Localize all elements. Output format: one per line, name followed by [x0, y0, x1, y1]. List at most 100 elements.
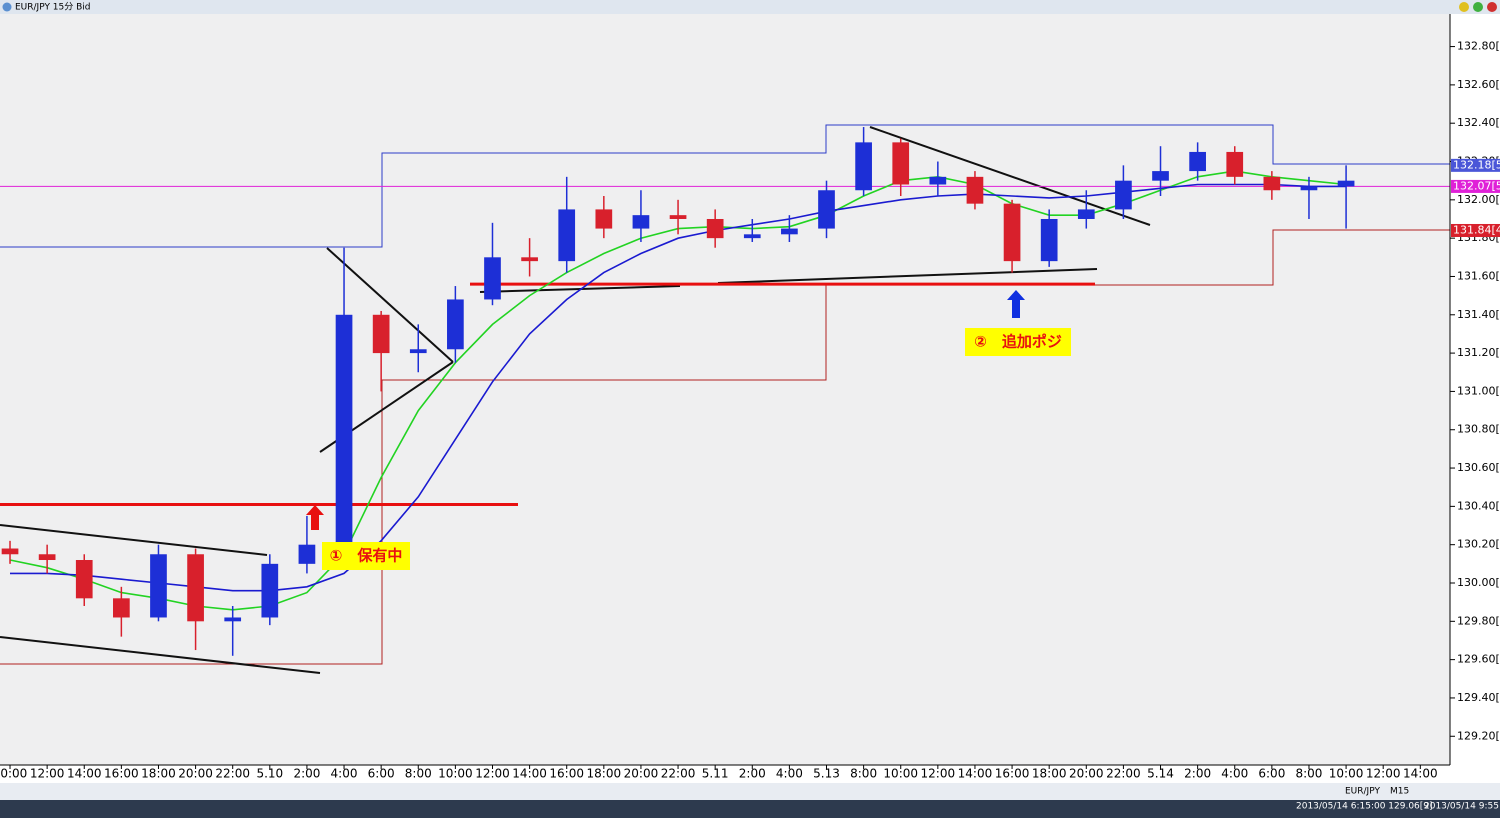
trendline — [326, 247, 454, 363]
x-tick-label: 12:00 — [30, 767, 65, 781]
candle-body — [1226, 151, 1244, 177]
candle-body — [781, 228, 798, 235]
y-tick-label: 129.20[0 — [1457, 729, 1500, 742]
price-label-box — [1451, 158, 1500, 172]
x-tick-label: 14:00 — [958, 767, 993, 781]
x-tick-label: 8:00 — [1295, 767, 1322, 781]
x-tick-label: 18:00 — [587, 767, 622, 781]
x-tick-label: 10:00 — [0, 767, 27, 781]
range-boxes — [0, 124, 1450, 665]
close-button[interactable] — [1487, 2, 1497, 12]
candle-body — [484, 257, 501, 300]
x-tick-label: 5.13 — [813, 767, 840, 781]
candle-body — [224, 617, 242, 622]
x-tick-label: 14:00 — [67, 767, 102, 781]
x-tick-label: 16:00 — [995, 767, 1030, 781]
candle-body — [1, 548, 19, 555]
x-tick-label: 12:00 — [921, 767, 956, 781]
x-tick-label: 16:00 — [104, 767, 139, 781]
chart-title: EUR/JPY 15分 Bid — [15, 2, 91, 13]
x-tick-label: 12:00 — [475, 767, 510, 781]
y-tick-label: 129.40[0 — [1457, 691, 1500, 704]
x-tick-label: 6:00 — [368, 767, 395, 781]
candle-body — [150, 554, 167, 618]
candle-body — [966, 176, 984, 204]
x-tick-label: 6:00 — [1258, 767, 1285, 781]
price-label: 132.18[5 — [1453, 158, 1500, 171]
candle-body — [38, 554, 56, 561]
title-bar — [0, 0, 1500, 14]
candle-body — [1300, 186, 1318, 191]
status-info: 2013/05/14 6:15:00 129.06[9] — [1296, 802, 1433, 812]
annotation-text: ① 保有中 — [330, 547, 403, 565]
candle-body — [1189, 151, 1206, 172]
candle-body — [706, 218, 724, 239]
x-tick-label: 22:00 — [215, 767, 250, 781]
y-tick-label: 129.60[0 — [1457, 653, 1500, 666]
candle-body — [521, 257, 538, 262]
x-tick-label: 22:00 — [1106, 767, 1141, 781]
x-tick-label: 2:00 — [739, 767, 766, 781]
candle-body — [818, 190, 835, 229]
y-tick-label: 130.80[0 — [1457, 423, 1500, 436]
x-tick-label: 8:00 — [405, 767, 432, 781]
y-tick-label: 131.00[0 — [1457, 384, 1500, 397]
price-label: 132.07[5 — [1453, 179, 1500, 192]
trendline — [717, 268, 1098, 284]
candle-body — [298, 544, 316, 564]
minimize-button[interactable] — [1459, 2, 1469, 12]
x-tick-label: 2:00 — [1184, 767, 1211, 781]
x-tick-label: 4:00 — [776, 767, 803, 781]
price-label: 131.84[4 — [1453, 223, 1500, 236]
candle-body — [409, 349, 427, 354]
x-tick-label: 16:00 — [549, 767, 584, 781]
range-upper — [0, 124, 1450, 248]
candle-body — [1263, 176, 1281, 191]
candle-body — [1337, 180, 1355, 187]
annotation-box — [322, 542, 410, 570]
y-tick-label: 130.60[0 — [1457, 461, 1500, 474]
x-tick-label: 5.14 — [1147, 767, 1174, 781]
y-tick-label: 131.20[0 — [1457, 346, 1500, 359]
candle-body — [261, 563, 279, 618]
y-tick-label: 129.80[0 — [1457, 614, 1500, 627]
range-lower — [0, 229, 1450, 665]
x-tick-label: 2:00 — [293, 767, 320, 781]
status-time: 2013/05/14 9:55:44 — [1424, 802, 1500, 812]
annotation-box — [965, 328, 1071, 356]
trendline — [0, 524, 268, 556]
y-tick-label: 132.80[0 — [1457, 40, 1500, 53]
x-tick-label: 20:00 — [178, 767, 213, 781]
scrollbar[interactable] — [0, 783, 1500, 800]
price-label-box — [1451, 223, 1500, 237]
maximize-button[interactable] — [1473, 2, 1483, 12]
trendline — [869, 126, 1151, 226]
candle-body — [892, 142, 910, 185]
period-select[interactable]: M15 — [1390, 787, 1409, 797]
symbol-select[interactable]: EUR/JPY — [1345, 787, 1380, 797]
candle-body — [1040, 218, 1058, 262]
candle-body — [558, 209, 576, 262]
price-axis — [1450, 14, 1500, 765]
x-tick-label: 5.11 — [702, 767, 729, 781]
x-tick-label: 14:00 — [512, 767, 547, 781]
candle-body — [447, 299, 464, 350]
candle-body — [632, 215, 650, 229]
y-tick-label: 130.40[0 — [1457, 499, 1500, 512]
window-icon — [2, 2, 12, 12]
x-tick-label: 4:00 — [331, 767, 358, 781]
taskbar — [0, 800, 1500, 818]
candle-body — [743, 234, 761, 239]
x-tick-label: 22:00 — [661, 767, 696, 781]
x-tick-label: 10:00 — [1329, 767, 1364, 781]
candle-body — [1152, 171, 1169, 181]
candle-body — [1003, 203, 1021, 262]
x-tick-label: 10:00 — [438, 767, 473, 781]
x-tick-label: 20:00 — [624, 767, 659, 781]
x-tick-label: 5.10 — [256, 767, 283, 781]
candle-body — [113, 598, 130, 618]
candle-body — [929, 176, 947, 185]
x-tick-label: 12:00 — [1366, 767, 1401, 781]
candle-body — [75, 560, 93, 599]
